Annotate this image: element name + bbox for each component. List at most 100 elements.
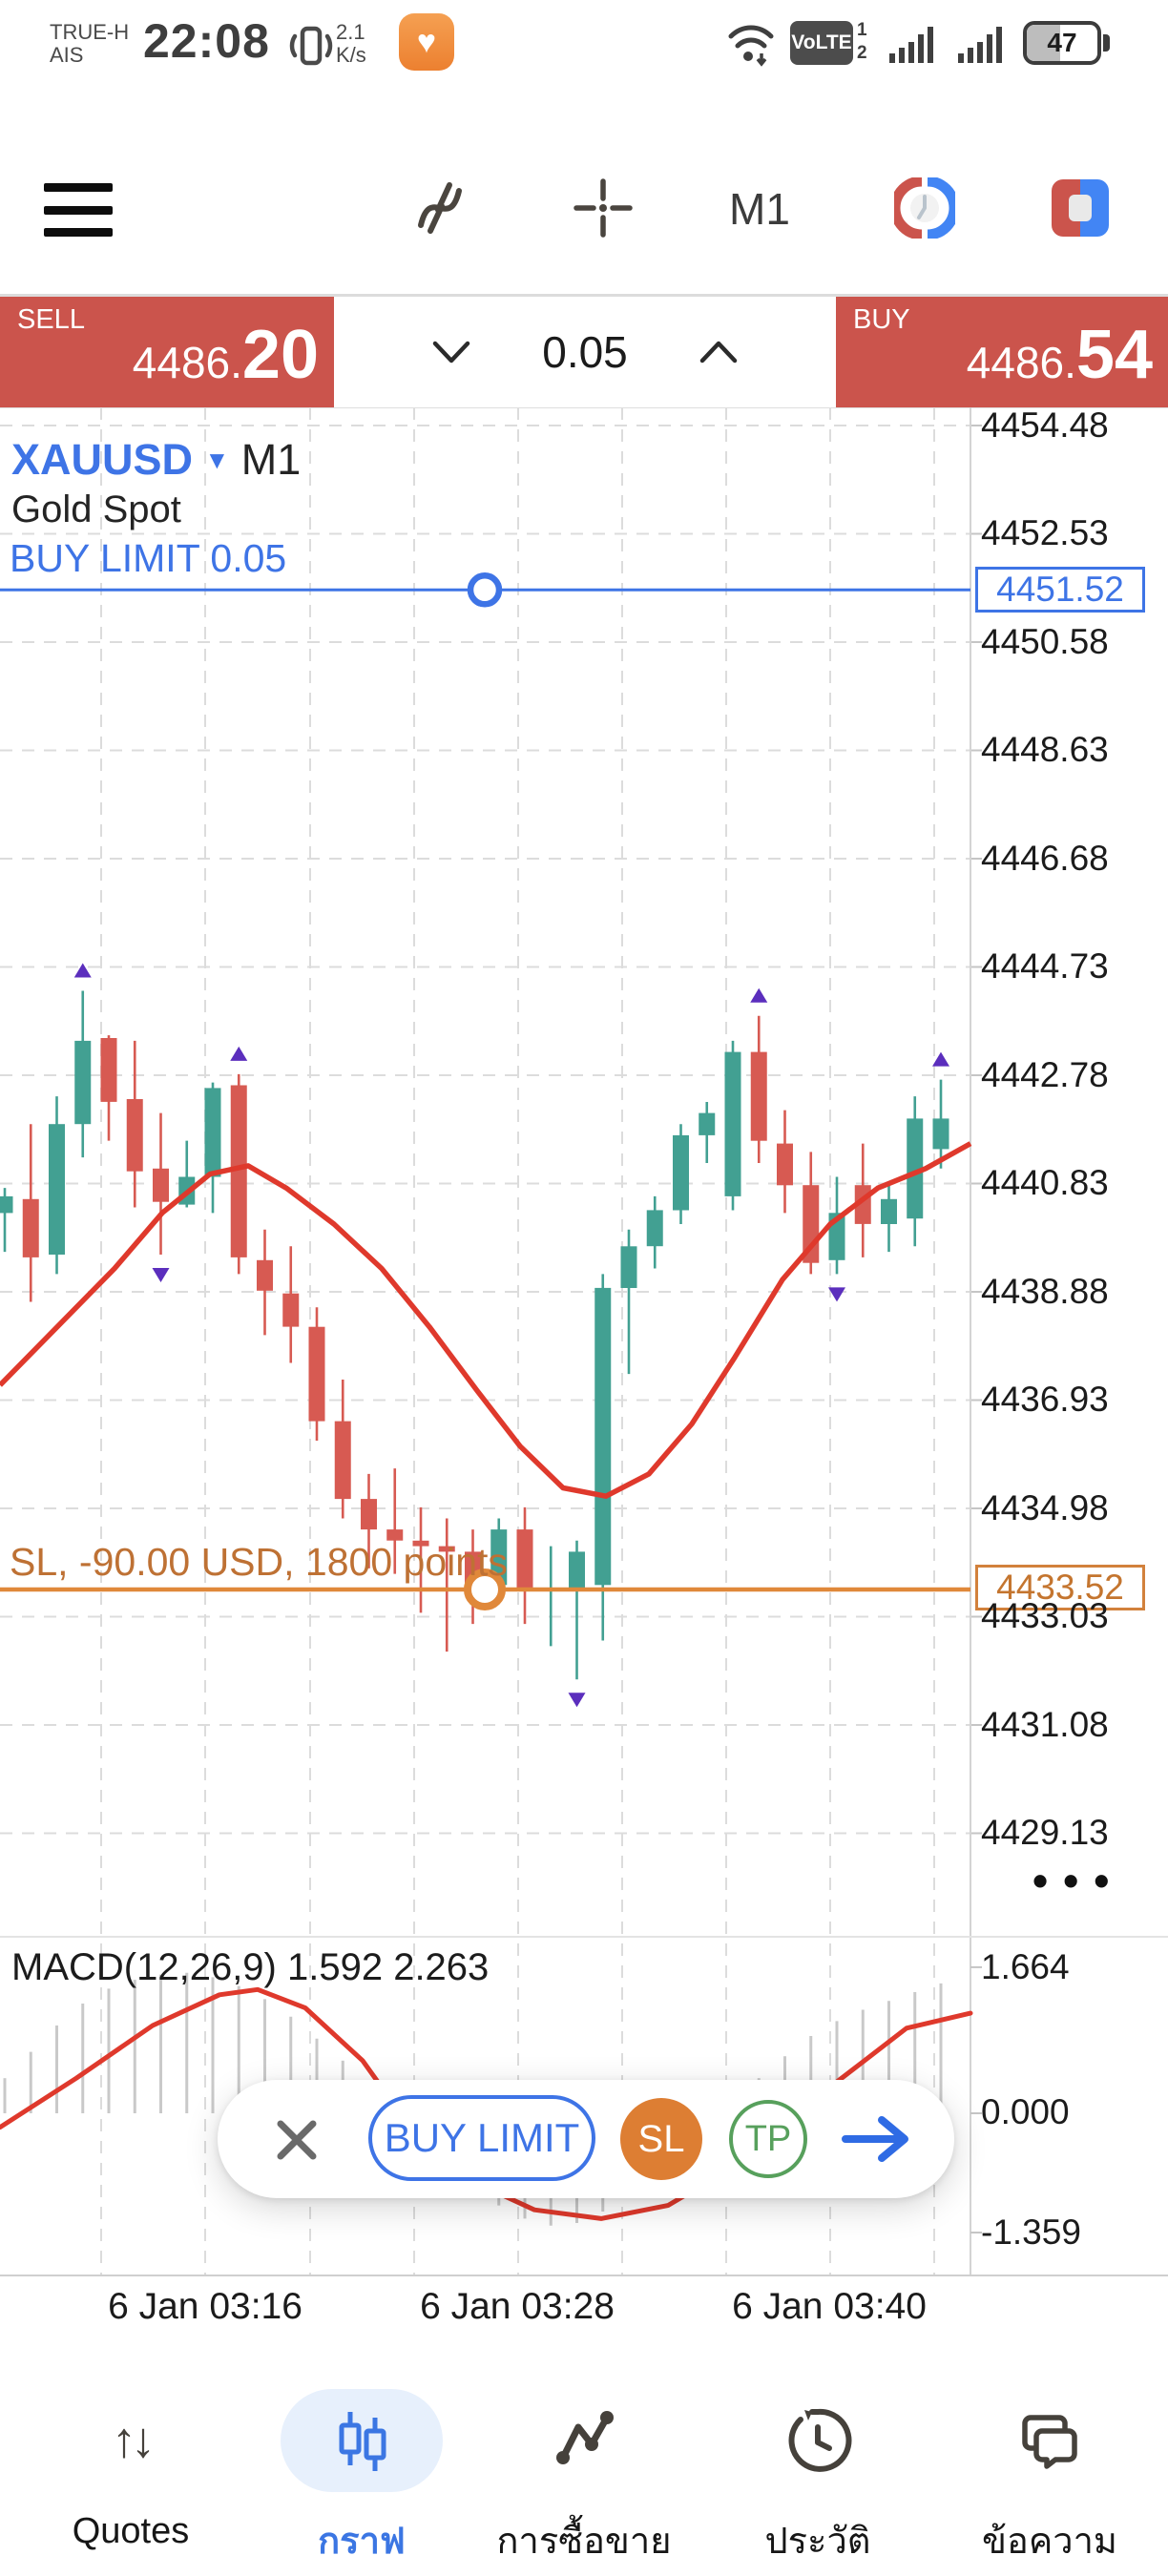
price-tick-label: 4450.58 <box>981 621 1109 661</box>
price-tick-label: 4444.73 <box>981 946 1109 987</box>
candle-body <box>126 1099 143 1172</box>
order-edit-toolbar: BUY LIMIT SL TP <box>218 2080 954 2198</box>
candle-body <box>569 1551 585 1589</box>
nav-item-chart[interactable]: กราฟ <box>257 2366 467 2576</box>
candle-body <box>49 1124 65 1255</box>
crosshair-icon[interactable] <box>573 177 634 239</box>
buy-label: BUY <box>853 304 910 335</box>
fractal-up-arrow <box>230 1046 248 1061</box>
buy-price: 4486.54 <box>966 317 1153 393</box>
volume-value[interactable]: 0.05 <box>542 327 628 377</box>
candle-body <box>0 1195 13 1214</box>
signal-bars-sim1-icon <box>889 27 933 63</box>
trade-panel-icon[interactable] <box>1052 179 1109 237</box>
sell-button[interactable]: SELL 4486.20 <box>0 297 334 407</box>
sl-line-handle[interactable] <box>464 1568 506 1610</box>
candle-body <box>620 1246 637 1288</box>
sl-price-badge: 4433.52 <box>975 1565 1145 1610</box>
time-axis-label: 6 Jan 03:16 <box>108 2286 302 2327</box>
symbol-selector[interactable]: XAUUSD ▼ M1 <box>11 435 301 485</box>
price-tick-label: 4440.83 <box>981 1163 1109 1203</box>
nav-item-history[interactable]: ประวัติ <box>713 2366 923 2576</box>
price-tick-label: 4434.98 <box>981 1487 1109 1527</box>
nav-item-quotes[interactable]: ↑↓ Quotes <box>72 2413 190 2551</box>
macd-indicator-label: MACD(12,26,9) 1.592 2.263 <box>11 1946 490 1988</box>
candle-body <box>412 1540 429 1547</box>
macd-scale-value: 0.000 <box>981 2092 1070 2131</box>
candle-body <box>750 1051 767 1141</box>
trade-zigzag-icon <box>503 2389 665 2492</box>
candle-body <box>230 1085 247 1257</box>
quotes-arrows-icon: ↑↓ <box>112 2413 156 2468</box>
sl-toggle-button[interactable]: SL <box>620 2098 702 2180</box>
time-axis-label: 6 Jan 03:28 <box>420 2286 615 2327</box>
candle-body <box>282 1293 300 1327</box>
candle-body <box>257 1259 273 1291</box>
axis-overflow-dots[interactable]: ••• <box>1032 1856 1125 1905</box>
timeframe-button[interactable]: M1 <box>729 184 790 234</box>
sl-line-label[interactable]: SL, -90.00 USD, 1800 points <box>10 1540 508 1584</box>
fractal-down-arrow <box>568 1693 586 1708</box>
clock: 22:08 <box>143 14 270 68</box>
candle-body <box>881 1198 897 1224</box>
price-tick-label: 4433.03 <box>981 1596 1109 1636</box>
price-tick-label: 4452.53 <box>981 513 1109 553</box>
candle-body <box>777 1143 793 1186</box>
network-speed: 2.1 K/s <box>336 20 366 67</box>
buy-limit-price-badge: 4451.52 <box>975 567 1145 613</box>
wifi-icon <box>728 25 774 67</box>
nav-item-messages[interactable]: ข้อความ <box>945 2366 1155 2576</box>
macd-scale-value: -1.359 <box>981 2212 1081 2252</box>
symbol-name: XAUUSD <box>11 435 194 484</box>
objects-pie-icon[interactable] <box>894 177 955 239</box>
buy-button[interactable]: BUY 4486.54 <box>836 297 1168 407</box>
candle-body <box>699 1112 716 1135</box>
buy-limit-order-button[interactable]: BUY LIMIT <box>368 2095 595 2181</box>
candle-body <box>646 1210 663 1247</box>
bottom-navigation: ↑↓ Quotes กราฟ <box>0 2366 1168 2576</box>
candle-body <box>308 1326 325 1422</box>
chart-toolbar: M1 <box>0 143 1168 277</box>
close-icon[interactable] <box>273 2116 321 2164</box>
fractal-up-arrow <box>73 963 92 978</box>
buy-limit-line-handle[interactable] <box>467 572 503 608</box>
battery-fill <box>1027 25 1060 61</box>
price-tick-label: 4429.13 <box>981 1813 1109 1853</box>
candle-body <box>932 1118 949 1150</box>
sell-price: 4486.20 <box>132 317 319 393</box>
messages-icon <box>969 2389 1131 2492</box>
confirm-arrow-icon[interactable] <box>840 2112 914 2166</box>
menu-button[interactable] <box>44 183 113 237</box>
candle-body <box>438 1546 455 1552</box>
candle-body <box>594 1287 612 1586</box>
heart-app-icon: ♥ <box>399 13 454 71</box>
fractal-down-arrow <box>152 1268 170 1283</box>
tp-toggle-button[interactable]: TP <box>729 2100 807 2178</box>
fractal-down-arrow <box>828 1287 845 1302</box>
price-tick-label: 4436.93 <box>981 1380 1109 1420</box>
indicators-icon[interactable] <box>409 177 470 239</box>
battery-nub <box>1103 34 1110 52</box>
price-tick-label: 4442.78 <box>981 1054 1109 1094</box>
candle-body <box>334 1421 351 1500</box>
history-clock-icon <box>737 2389 899 2492</box>
vibrate-icon <box>289 26 333 66</box>
candle-body <box>100 1038 117 1102</box>
buy-limit-line-label[interactable]: BUY LIMIT 0.05 <box>10 536 287 580</box>
battery-percent: 47 <box>1047 28 1077 57</box>
nav-item-trade[interactable]: การซื้อขาย <box>479 2366 689 2576</box>
candlestick-chart-icon <box>281 2389 443 2492</box>
candle-body <box>204 1088 221 1177</box>
price-chart-svg[interactable] <box>0 0 1168 2333</box>
chevron-down-icon: ▼ <box>204 446 230 474</box>
candle-body <box>386 1529 404 1541</box>
moving-average-line <box>0 1141 972 1499</box>
price-tick-label: 4446.68 <box>981 838 1109 878</box>
chart-timeframe: M1 <box>240 435 302 484</box>
volume-decrease-button[interactable] <box>408 319 494 385</box>
candle-body <box>74 1040 92 1125</box>
volume-increase-button[interactable] <box>676 319 761 385</box>
